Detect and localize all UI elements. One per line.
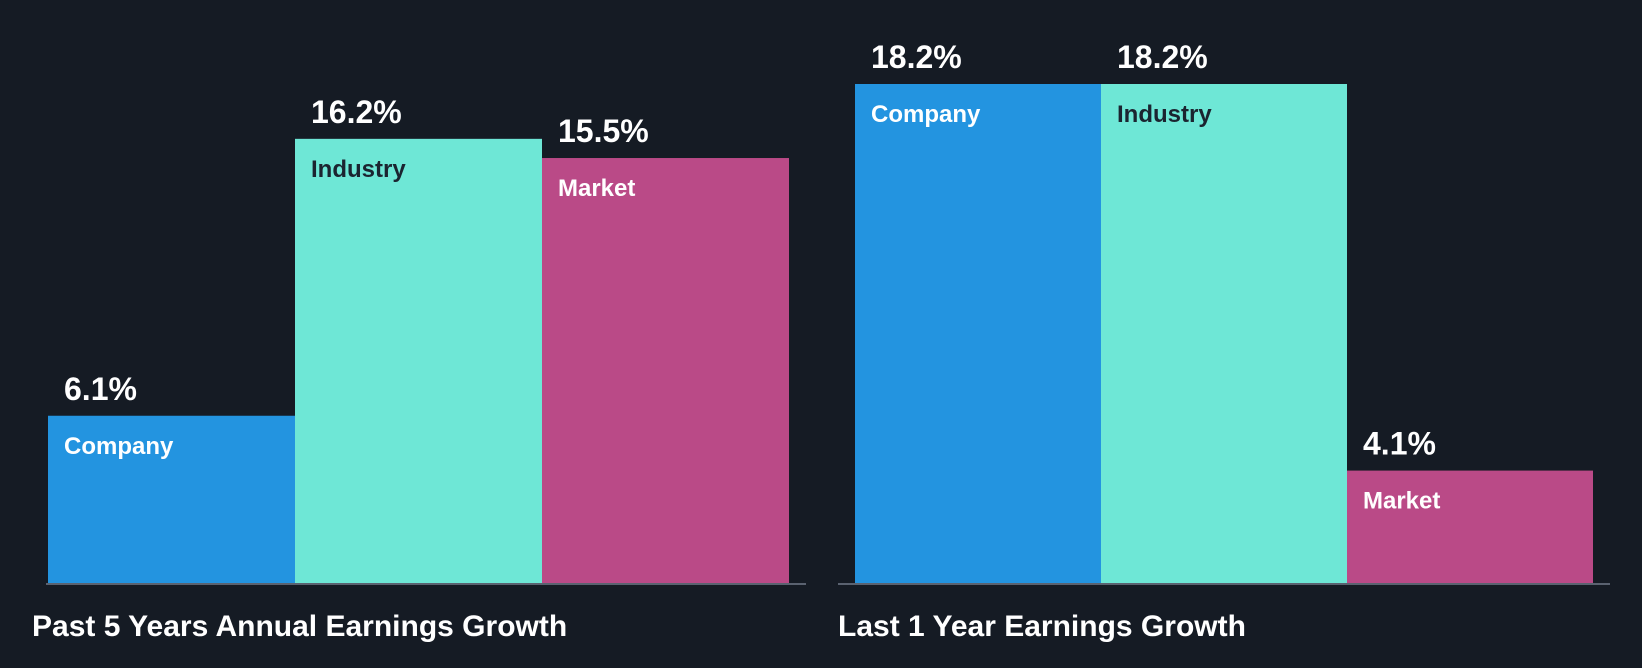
value-label-market: 4.1% [1363,426,1436,462]
bars-group: 18.2% Company 18.2% Industry 4.1% Market [855,39,1593,583]
category-label-market: Market [1363,488,1440,515]
bars-group: 6.1% Company 16.2% Industry 15.5% Market [48,94,789,584]
bar-industry [295,138,542,584]
bar-market [542,158,789,583]
category-label-company: Company [871,101,981,128]
category-label-company: Company [64,433,174,460]
category-label-industry: Industry [311,156,406,183]
value-label-company: 18.2% [871,39,962,75]
chart-panel-past-5-years: 6.1% Company 16.2% Industry 15.5% Market Past… [32,94,806,643]
chart-title: Last 1 Year Earnings Growth [838,610,1246,643]
chart-panel-last-1-year: 18.2% Company 18.2% Industry 4.1% Market Last… [838,39,1610,643]
value-label-industry: 16.2% [311,94,402,130]
value-label-industry: 18.2% [1117,39,1208,75]
value-label-market: 15.5% [558,113,649,149]
bar-market [1347,470,1593,583]
bar-company [855,84,1101,583]
category-label-industry: Industry [1117,101,1212,128]
chart-title: Past 5 Years Annual Earnings Growth [32,610,567,643]
bar-company [48,415,295,583]
bar-industry [1101,84,1347,583]
value-label-company: 6.1% [64,371,137,407]
category-label-market: Market [558,175,635,202]
